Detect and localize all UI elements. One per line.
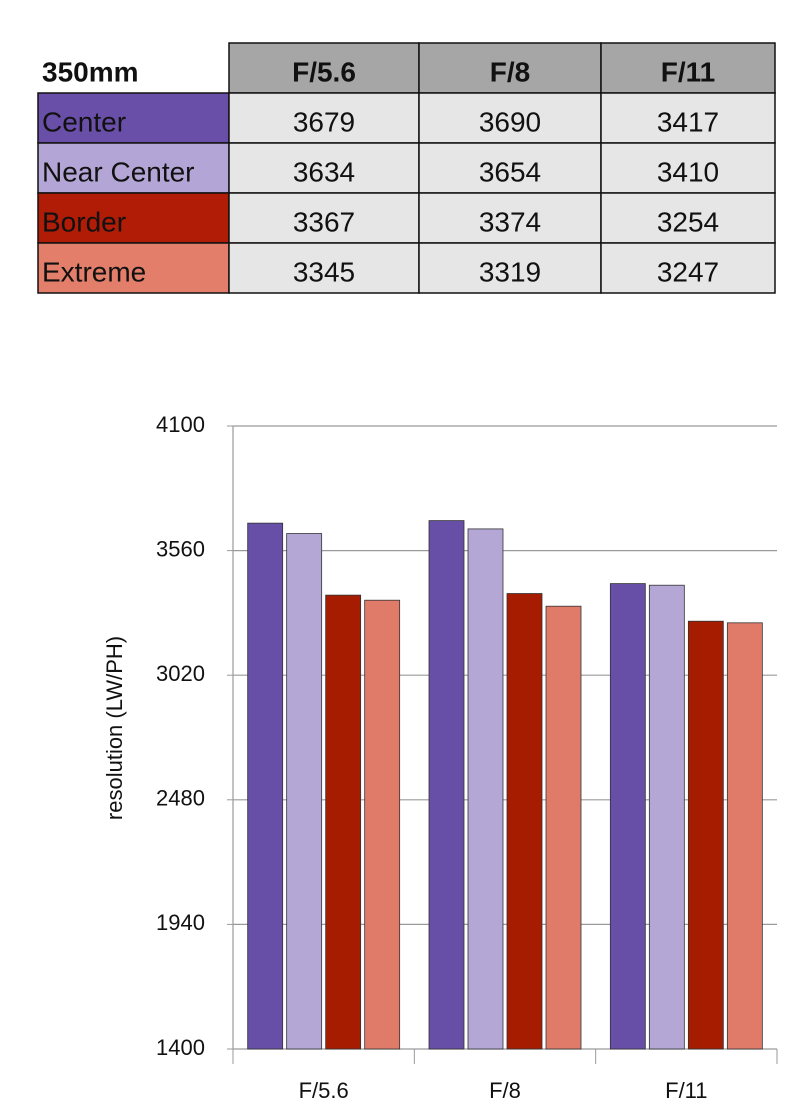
data-cell [418, 142, 602, 194]
bar [506, 593, 543, 1050]
cell-value: 3690 [479, 106, 541, 137]
cell-value: 3345 [293, 256, 355, 287]
bar [545, 605, 582, 1050]
x-tick-label: F/5.6 [299, 1078, 349, 1103]
table-corner: 350mm [42, 56, 139, 87]
data-cell [418, 242, 602, 294]
y-tick-label: 4100 [156, 412, 205, 437]
data-cell [600, 142, 776, 194]
column-header: F/11 [661, 56, 715, 87]
cell-value: 3247 [657, 256, 719, 287]
row-label: Border [42, 206, 126, 237]
bar [286, 533, 323, 1050]
x-tick-label: F/8 [489, 1078, 521, 1103]
y-axis-label: resolution (LW/PH) [102, 636, 127, 820]
bar [726, 622, 763, 1050]
y-tick-label: 1400 [156, 1035, 205, 1060]
y-tick-label: 3560 [156, 536, 205, 561]
header-cell [418, 42, 602, 94]
data-cell [228, 242, 420, 294]
bar [609, 583, 646, 1050]
data-cell [600, 242, 776, 294]
y-tick-label: 3020 [156, 661, 205, 686]
bar [467, 528, 504, 1050]
cell-value: 3417 [657, 106, 719, 137]
cell-value: 3679 [293, 106, 355, 137]
column-header: F/8 [490, 56, 530, 87]
row-label: Near Center [42, 156, 195, 187]
header-cell [600, 42, 776, 94]
cell-value: 3254 [657, 206, 719, 237]
bar [648, 584, 685, 1050]
data-cell [418, 192, 602, 244]
bar [247, 522, 284, 1050]
cell-value: 3367 [293, 206, 355, 237]
x-tick-label: F/11 [665, 1078, 707, 1103]
cell-value: 3374 [479, 206, 541, 237]
bar [687, 620, 724, 1050]
cell-value: 3634 [293, 156, 355, 187]
header-cell [228, 42, 420, 94]
cell-value: 3410 [657, 156, 719, 187]
row-label-cell [37, 242, 230, 294]
cell-value: 3654 [479, 156, 541, 187]
y-tick-label: 1940 [156, 910, 205, 935]
row-label-cell [37, 192, 230, 244]
bar [364, 599, 401, 1050]
bar [325, 594, 362, 1050]
data-cell [418, 92, 602, 144]
column-header: F/5.6 [292, 56, 356, 87]
y-tick-label: 2480 [156, 786, 205, 811]
bar [428, 520, 465, 1050]
row-label: Extreme [42, 256, 146, 287]
row-label-cell [37, 142, 230, 194]
row-label: Center [42, 106, 126, 137]
cell-value: 3319 [479, 256, 541, 287]
